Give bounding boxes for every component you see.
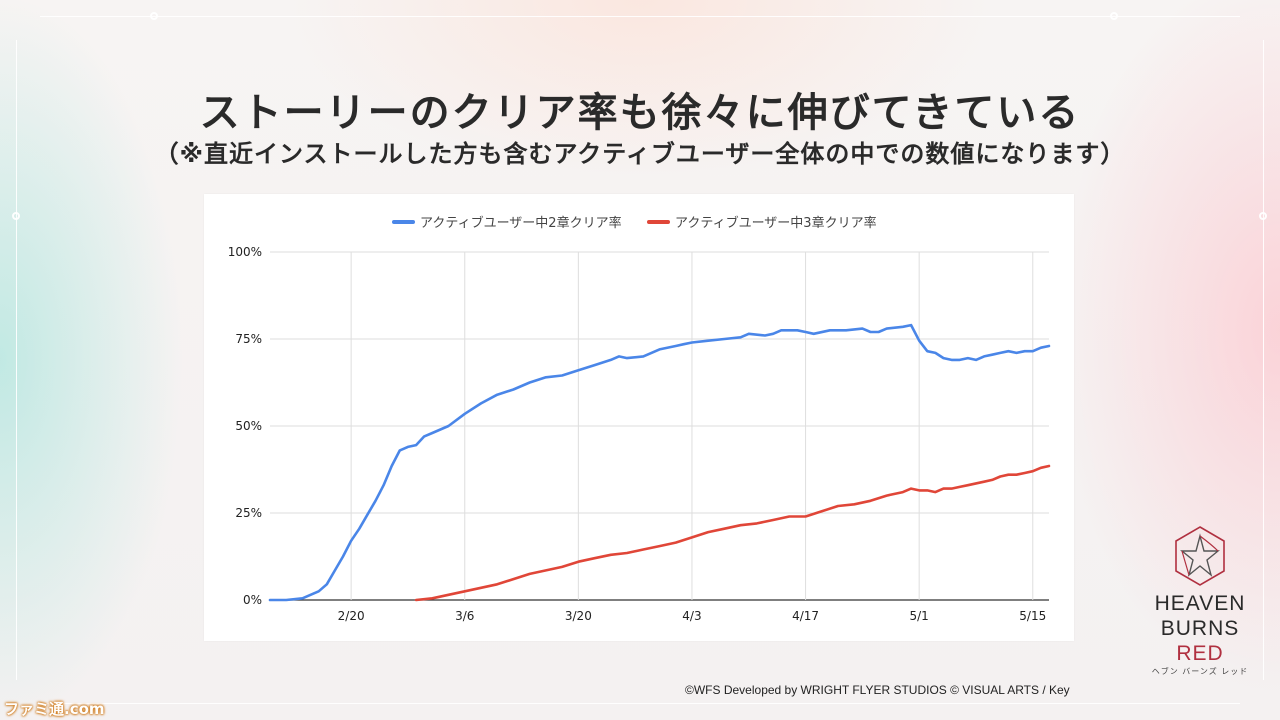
x-tick-label: 5/15 <box>1019 609 1046 623</box>
star-emblem-icon <box>1175 526 1225 586</box>
x-tick-label: 3/6 <box>455 609 474 623</box>
y-tick-label: 75% <box>235 332 262 346</box>
frame-dot-top-right <box>1110 12 1118 20</box>
chart-grid <box>270 251 1049 601</box>
y-tick-label: 50% <box>235 419 262 433</box>
slide-title: ストーリーのクリア率も徐々に伸びてきている <box>199 90 1081 136</box>
x-tick-label: 5/1 <box>910 609 929 623</box>
y-tick-label: 25% <box>235 506 262 520</box>
series-line-chapter2[interactable] <box>268 323 1051 602</box>
logo-word-red: RED <box>1176 642 1224 665</box>
chart-legend: アクティブユーザー中2章クリア率 アクティブユーザー中3章クリア率 <box>392 215 877 231</box>
logo-word-burns: BURNS <box>1160 617 1240 640</box>
chart-axis-labels: 0% 25% 50% 75% 100% 2/20 3/6 3/20 4/3 4/17 5/1 5/15 <box>228 245 1047 623</box>
series-line-chapter3[interactable] <box>414 464 1051 602</box>
legend-label-chapter2[interactable]: アクティブユーザー中2章クリア率 <box>420 215 622 231</box>
chart-series <box>268 323 1051 602</box>
frame-line-bottom <box>40 703 1240 704</box>
x-tick-label: 3/20 <box>565 609 592 623</box>
x-tick-label: 4/17 <box>792 609 819 623</box>
frame-line-right <box>1263 40 1264 680</box>
y-tick-label: 0% <box>243 593 262 607</box>
x-tick-label: 2/20 <box>338 609 365 623</box>
frame-dot-left <box>12 212 20 220</box>
line-chart: 0% 25% 50% 75% 100% 2/20 3/6 3/20 4/3 4/17 5/1 5/15… <box>228 215 1051 623</box>
y-tick-label: 100% <box>228 245 262 259</box>
heaven-burns-red-logo: HEAVEN BURNS RED ヘブン バーンズ レッド <box>1140 525 1260 695</box>
copyright-text: ©WFS Developed by WRIGHT FLYER STUDIOS ©… <box>685 683 1070 697</box>
chart-card: 0% 25% 50% 75% 100% 2/20 3/6 3/20 4/3 4/17 5/1 5/15… <box>204 194 1074 641</box>
x-tick-label: 4/3 <box>682 609 701 623</box>
legend-label-chapter3[interactable]: アクティブユーザー中3章クリア率 <box>675 215 877 231</box>
famitsu-watermark: ファミ通.com <box>4 700 105 718</box>
slide-subtitle: （※直近インストールした方も含むアクティブユーザー全体の中での数値になります） <box>154 140 1126 168</box>
frame-line-top <box>40 16 1240 17</box>
logo-word-heaven: HEAVEN <box>1154 592 1246 615</box>
logo-kana: ヘブン バーンズ レッド <box>1151 667 1249 676</box>
frame-line-left <box>16 40 17 680</box>
frame-dot-right <box>1259 212 1267 220</box>
frame-dot-top-left <box>150 12 158 20</box>
